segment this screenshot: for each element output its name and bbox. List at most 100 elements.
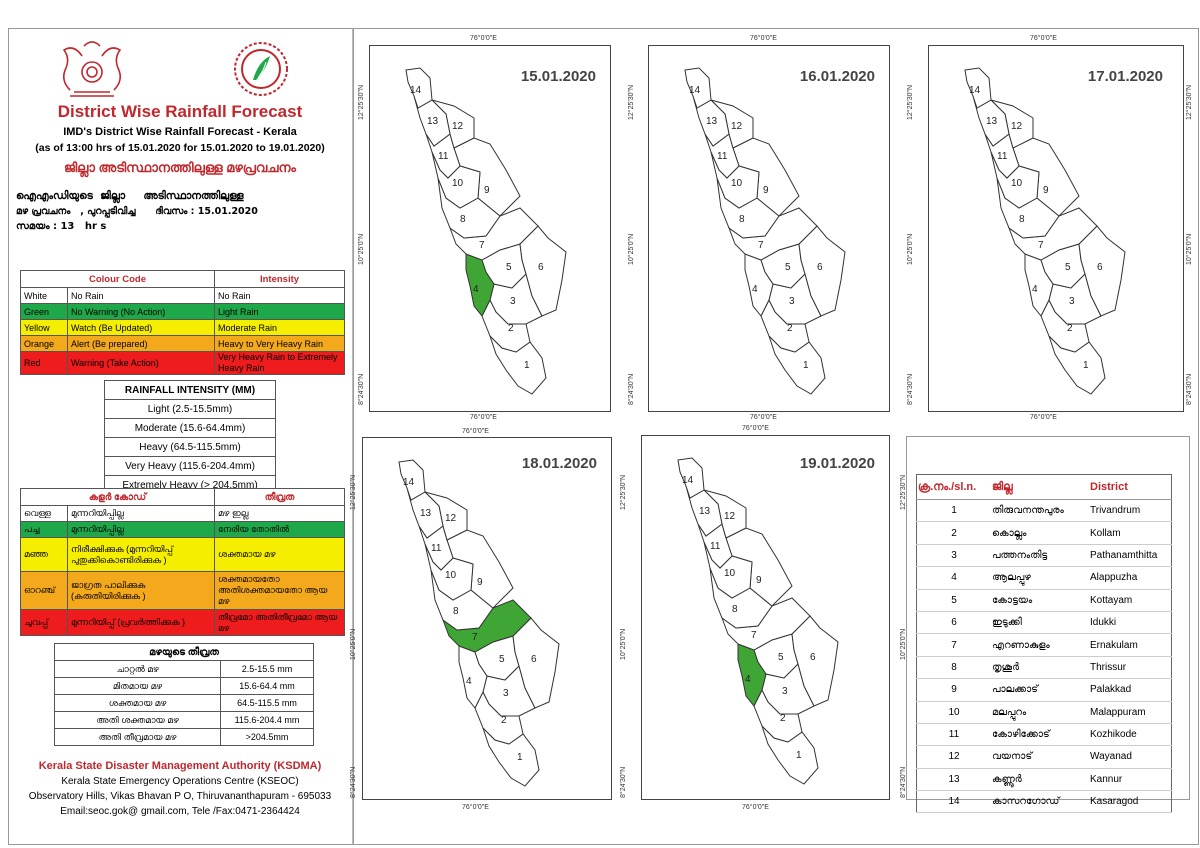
district-number-label: 3 [503,688,509,699]
lat-label: 10°25'0"N [907,233,914,265]
district-number-label: 2 [1067,323,1073,334]
maps-panel [352,28,1199,845]
forecast-map-day-2: 16.01.2020 1 2 3 4 5 6 7 8 9 10 11 12 13 14 [648,45,890,412]
district-number-label: 6 [810,652,816,663]
district-number-label: 14 [410,85,422,96]
lon-label: 76°0'0"E [470,35,497,42]
forecast-period: (as of 13:00 hrs of 15.01.2020 for 15.01… [35,142,325,154]
district-number-label: 7 [751,630,757,641]
intensity-title-mal: മഴയുടെ തീവ്രത [54,643,314,661]
lon-label: 76°0'0"E [470,414,497,421]
colour-row-mal: മഞ്ഞ നിരീക്ഷിക്കുക (മുന്നറിയിപ്പ് പുതുക്… [20,537,345,572]
intensity-value-mal: >204.5mm [220,728,314,746]
lat-label: 8°24'30"N [628,373,635,405]
intensity-value-mal: 15.6-64.4 mm [220,677,314,695]
district-number-label: 8 [732,604,738,615]
district-name: Trivandrum [1089,499,1172,523]
lat-label: 12°25'30"N [350,474,357,510]
district-number-label: 9 [477,577,483,588]
district-name-mal: ആലപ്പുഴ [991,566,1089,590]
kerala-emblem-icon [62,41,122,97]
district-number-label: 13 [420,508,432,519]
district-number-label: 4 [1032,284,1038,295]
lon-label: 76°0'0"E [750,414,777,421]
intensity-value-mal: 64.5-115.5 mm [220,694,314,712]
intensity-header: Intensity [214,270,345,288]
district-number-label: 14 [403,477,415,488]
district-number-label: 2 [501,715,507,726]
intensity-label-mal: അതി ശക്തമായ മഴ [54,711,221,729]
district-number-label: 6 [531,654,537,665]
forecast-map-day-1: 15.01.2020 1 2 3 4 5 6 7 8 9 10 11 12 13 14 [369,45,611,412]
district-number-label: 9 [756,575,762,586]
intensity-value-mal: 115.6-204.4 mm [220,711,314,729]
colour-intensity-mal: ശക്തമായ മഴ [214,537,345,572]
lon-label: 76°0'0"E [742,425,769,432]
district-number-label: 10 [731,178,743,189]
colour-intensity: Heavy to Very Heavy Rain [214,335,345,352]
district-number: 5 [916,589,991,612]
district-number: 11 [916,723,991,747]
colour-action: No Rain [67,287,215,304]
district-name: Kannur [1089,768,1172,792]
colour-intensity: Moderate Rain [214,319,345,336]
district-number-label: 1 [1083,360,1089,371]
district-number-label: 5 [785,262,791,273]
colour-row-mal: വെള്ള മുന്നറിയിപ്പില്ല മഴ ഇല്ല [20,505,345,522]
map-date: 19.01.2020 [799,455,875,472]
district-name-mal: കാസറഗോഡ് [991,790,1089,814]
district-number: 7 [916,633,991,657]
colour-name-mal: വെള്ള [20,505,68,522]
colour-row-mal: പച്ച മുന്നറിയിപ്പില്ല നേരിയ തോതിൽ [20,521,345,538]
district-number-label: 8 [739,214,745,225]
district-number: 8 [916,656,991,680]
district-number-label: 3 [789,296,795,307]
lat-label: 8°24'30"N [907,373,914,405]
district-6-region [512,617,560,709]
table-row: 6 ഇടുക്കി Idukki [916,611,1172,635]
district-name-mal: കണ്ണൂർ [991,768,1089,792]
lat-label: 10°25'0"N [350,628,357,660]
district-number-label: 2 [787,323,793,334]
lat-label: 10°25'0"N [1186,233,1193,265]
district-number-label: 11 [997,151,1008,162]
district-name-mal: മലപ്പുറം [991,701,1089,724]
district-14-region [677,457,705,499]
table-row: 14 കാസറഗോഡ് Kasaragod [916,790,1172,814]
district-number-label: 5 [1065,262,1071,273]
district-name: Kollam [1089,521,1172,545]
district-name: Malappuram [1089,701,1172,724]
table-row: 10 മലപ്പുറം Malappuram [916,701,1172,724]
district-number-label: 6 [538,262,544,273]
lon-label: 76°0'0"E [1030,414,1057,421]
colour-action-mal: നിരീക്ഷിക്കുക (മുന്നറിയിപ്പ് പുതുക്കികൊണ… [67,537,215,572]
district-name: Thrissur [1089,656,1172,680]
district-name-mal: കോട്ടയം [991,589,1089,612]
colour-name: Yellow [20,319,68,336]
district-number: 13 [916,768,991,792]
district-name-mal: പത്തനംതിട്ട [991,544,1089,568]
table-row: 12 വയനാട് Wayanad [916,745,1172,769]
intensity-label-mal: മിതമായ മഴ [54,677,221,695]
lat-label: 8°24'30"N [620,766,627,798]
district-name-mal: എറണാകുളം [991,633,1089,657]
colour-intensity-mal: മഴ ഇല്ല [214,505,345,522]
district-name-mal: തൃശൂർ [991,656,1089,680]
district-number: 6 [916,611,991,635]
malayalam-info-line-1: ഐഎംഡിയുടെ ജില്ലാ അടിസ്ഥാനത്തിലുള്ള [16,190,244,202]
table-row: 9 പാലക്കാട് Palakkad [916,678,1172,702]
district-number-label: 14 [969,85,981,96]
district-number-label: 11 [431,543,442,554]
district-6-region [1078,225,1126,317]
district-number-label: 6 [817,262,823,273]
district-14-region [405,67,433,109]
ksdma-logo-icon [234,42,288,96]
colour-action-mal: ജാഗ്രത പാലിക്കുക (കരുതിയിരിക്കുക ) [67,571,215,610]
lat-label: 12°25'30"N [620,474,627,510]
colour-code-header-mal: കളർ കോഡ് [20,488,215,506]
district-name: Kottayam [1089,589,1172,612]
lat-label: 8°24'30"N [1186,373,1193,405]
table-row: 5 കോട്ടയം Kottayam [916,589,1172,612]
colour-action-mal: മുന്നറിയിപ്പ് (പ്രവർത്തിക്കുക ) [67,609,215,636]
